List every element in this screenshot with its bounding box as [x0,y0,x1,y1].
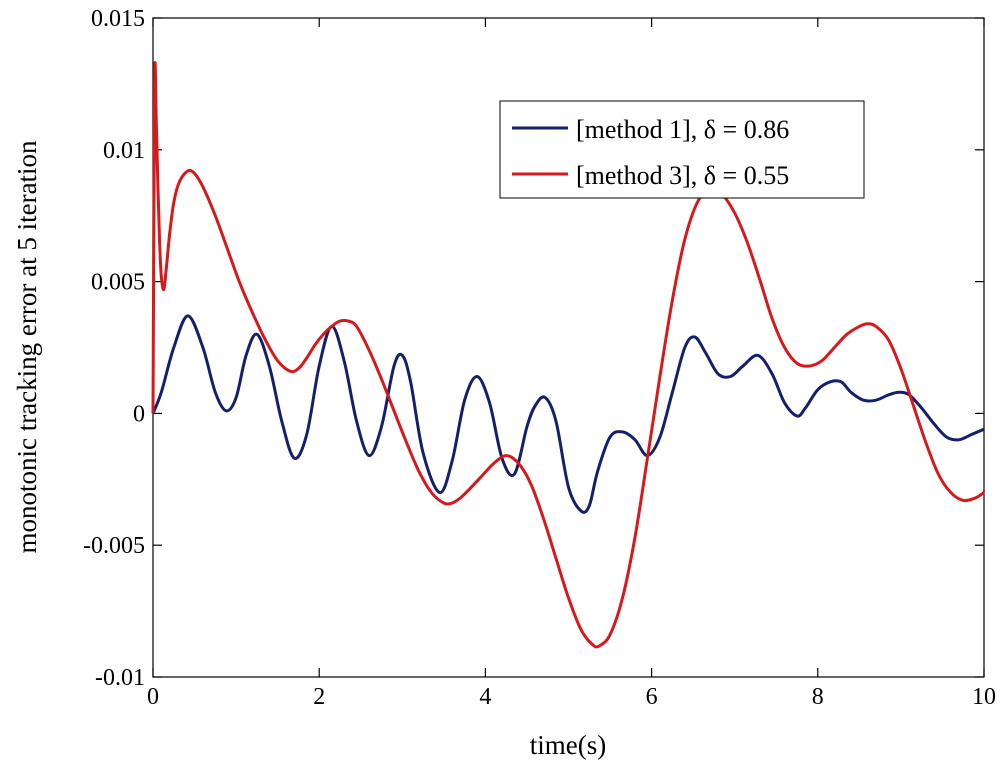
legend-label-method-3: [method 3], δ = 0.55 [576,161,789,190]
y-tick-label: 0.01 [103,138,145,164]
y-tick-label: 0.005 [91,270,145,296]
legend: [method 1], δ = 0.86 [method 3], δ = 0.5… [499,100,865,199]
series-line-method-3 [151,61,985,649]
series-line-method-1 [151,314,985,514]
y-tick-label: 0.015 [91,6,145,32]
y-tick-label: 0 [133,401,145,427]
x-tick-label: 8 [812,684,824,710]
series-group [151,61,985,649]
x-tick-label: 4 [479,684,491,710]
y-tick-label: -0.005 [83,533,145,559]
axis-ticks: 0 2 4 6 8 10 -0.01 -0.005 0 0.005 0.01 0.015 [83,6,996,710]
legend-box [499,100,865,199]
y-axis-label: monotonic tracking error at 5 iteration [12,140,42,554]
x-tick-label: 2 [313,684,325,710]
y-tick-label: -0.01 [95,665,145,691]
legend-label-method-1: [method 1], δ = 0.86 [576,115,789,144]
x-tick-label: 0 [147,684,159,710]
x-tick-label: 10 [972,684,996,710]
x-tick-label: 6 [646,684,658,710]
x-axis-label: time(s) [530,730,606,760]
